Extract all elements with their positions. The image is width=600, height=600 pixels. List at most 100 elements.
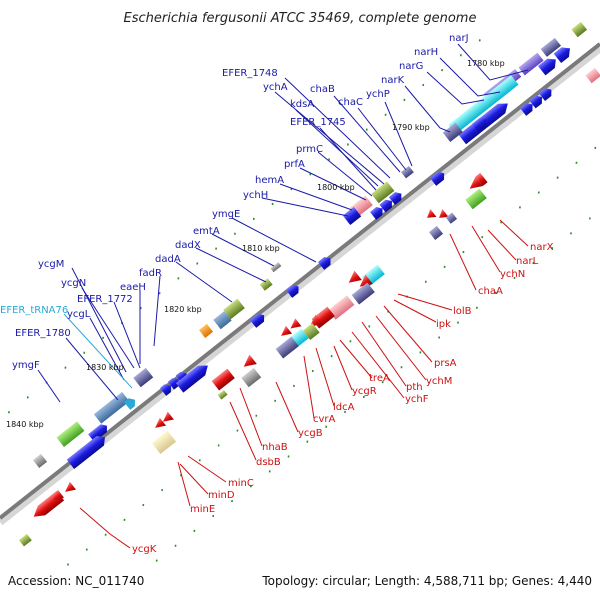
gene-minD[interactable] [152,411,174,432]
gene-dsbB[interactable] [211,368,235,391]
gene-fadR-arrows[interactable] [250,311,267,328]
gene-label[interactable]: nhaB [262,442,288,453]
gene-narJ[interactable] [518,52,544,76]
gene-label[interactable]: ycgR [352,386,377,397]
gene-fadR[interactable] [213,311,232,330]
gene-EFER_tRNA76[interactable] [124,396,138,410]
gene-label[interactable]: hemA [255,175,284,186]
gene-label[interactable]: ymgF [12,360,40,371]
gene-label[interactable]: prfA [284,159,305,170]
gene-minE-arrow-2[interactable] [62,481,77,496]
gene-lolB[interactable] [445,212,458,224]
gene-top-edge[interactable] [571,21,588,38]
gene-EFER_1780[interactable] [93,391,130,424]
gene-label[interactable]: ldcA [333,402,355,413]
gene-label[interactable]: minC [228,478,254,489]
gene-dadX[interactable] [286,283,302,298]
gene-chaC[interactable] [442,122,463,142]
gene-label[interactable]: chaA [478,286,503,297]
gene-label[interactable]: dadX [175,240,201,251]
gene-label[interactable]: narG [399,61,423,72]
gene-label[interactable]: EFER_tRNA76 [0,305,68,316]
gene-ychP-arrows[interactable] [520,86,554,116]
gene-label[interactable]: ymgE [212,209,240,220]
gene-narK-arrows[interactable] [538,44,574,76]
gene-ymgF-small[interactable] [33,453,48,468]
gene-ymgF-arrows[interactable] [88,422,110,443]
gene-label[interactable]: chaB [310,84,335,95]
gene-narL[interactable] [465,188,487,210]
gene-ychM-2[interactable] [345,270,362,288]
gene-ycgM[interactable] [175,361,212,393]
gene-label[interactable]: narL [516,256,539,267]
gene-nhaB[interactable] [240,354,257,372]
gene-label[interactable]: ychM [426,376,452,387]
gene-label[interactable]: ycgM [38,259,64,270]
gene-label[interactable]: ycgB [298,428,323,439]
gene-ychA[interactable] [401,165,414,179]
gene-label[interactable]: cvrA [313,414,336,425]
gene-label[interactable]: ipk [436,319,451,330]
gene-prfA[interactable] [342,206,362,225]
gene-emtA[interactable] [259,278,273,291]
gene-label[interactable]: ycgN [61,278,86,289]
gene-minC[interactable] [151,430,177,455]
gene-ymgF-long[interactable] [66,432,109,470]
gene-ychM[interactable] [356,274,373,292]
gene-narX[interactable] [585,67,600,84]
gene-EFER_1772[interactable] [133,367,154,388]
gene-label[interactable]: narJ [449,33,469,44]
gene-ycgB-arrows[interactable] [278,318,302,339]
gene-label[interactable]: EFER_1780 [15,328,71,339]
gene-label[interactable]: ychH [243,190,268,201]
gene-label[interactable]: treA [369,373,390,384]
gene-ycgB[interactable] [275,336,299,359]
gene-EFER_1745[interactable] [371,181,395,204]
gene-label[interactable]: eaeH [120,282,146,293]
gene-kdsA[interactable] [430,169,447,186]
gene-label[interactable]: ychA [263,82,288,93]
gene-ymgE[interactable] [270,262,282,273]
gene-label[interactable]: minE [190,504,215,515]
gene-label[interactable]: minD [208,490,235,501]
gene-label[interactable]: fadR [139,268,162,279]
gene-eaeH[interactable] [199,323,214,338]
gene-label[interactable]: prsA [434,358,457,369]
gene-ymgF[interactable] [56,421,85,447]
gene-hemA-arrows[interactable] [370,190,404,220]
gene-label[interactable]: narK [381,75,405,86]
gene-narJ-block[interactable] [540,37,561,57]
gene-dsbB-small[interactable] [217,389,228,400]
gene-chaA[interactable] [436,209,449,222]
gene-label[interactable]: kdsA [290,99,314,110]
gene-label[interactable]: ycgL [67,309,91,320]
gene-ychF[interactable] [328,295,355,320]
gene-label[interactable]: ychF [405,394,429,405]
gene-label[interactable]: emtA [193,226,220,237]
gene-label[interactable]: ychP [366,89,390,100]
gene-ipk[interactable] [429,225,444,240]
gene-label[interactable]: chaC [338,97,363,108]
gene-chaA-2[interactable] [424,209,437,222]
gene-dadA[interactable] [223,298,245,320]
gene-label[interactable]: EFER_1745 [290,117,346,128]
gene-ychN[interactable] [466,172,488,194]
gene-pth[interactable] [351,282,375,305]
gene-label[interactable]: EFER_1772 [77,294,133,305]
gene-ychH[interactable] [318,255,334,270]
gene-label[interactable]: narX [530,242,554,253]
gene-label[interactable]: ycgK [132,544,157,555]
gene-label[interactable]: narH [414,47,438,58]
gene-label[interactable]: EFER_1748 [222,68,278,79]
gene-minE-arrow[interactable] [50,489,65,504]
gene-ycgR[interactable] [306,314,323,332]
gene-ldcA[interactable] [302,323,320,340]
gene-narG[interactable] [448,75,519,135]
gene-label[interactable]: lolB [453,306,472,317]
gene-chaB[interactable] [472,115,489,132]
gene-label[interactable]: dsbB [256,457,281,468]
gene-nhaB-block[interactable] [241,367,262,388]
gene-label[interactable]: pth [406,382,423,393]
gene-label[interactable]: ychN [500,269,525,280]
gene-label[interactable]: prmC [296,144,323,155]
